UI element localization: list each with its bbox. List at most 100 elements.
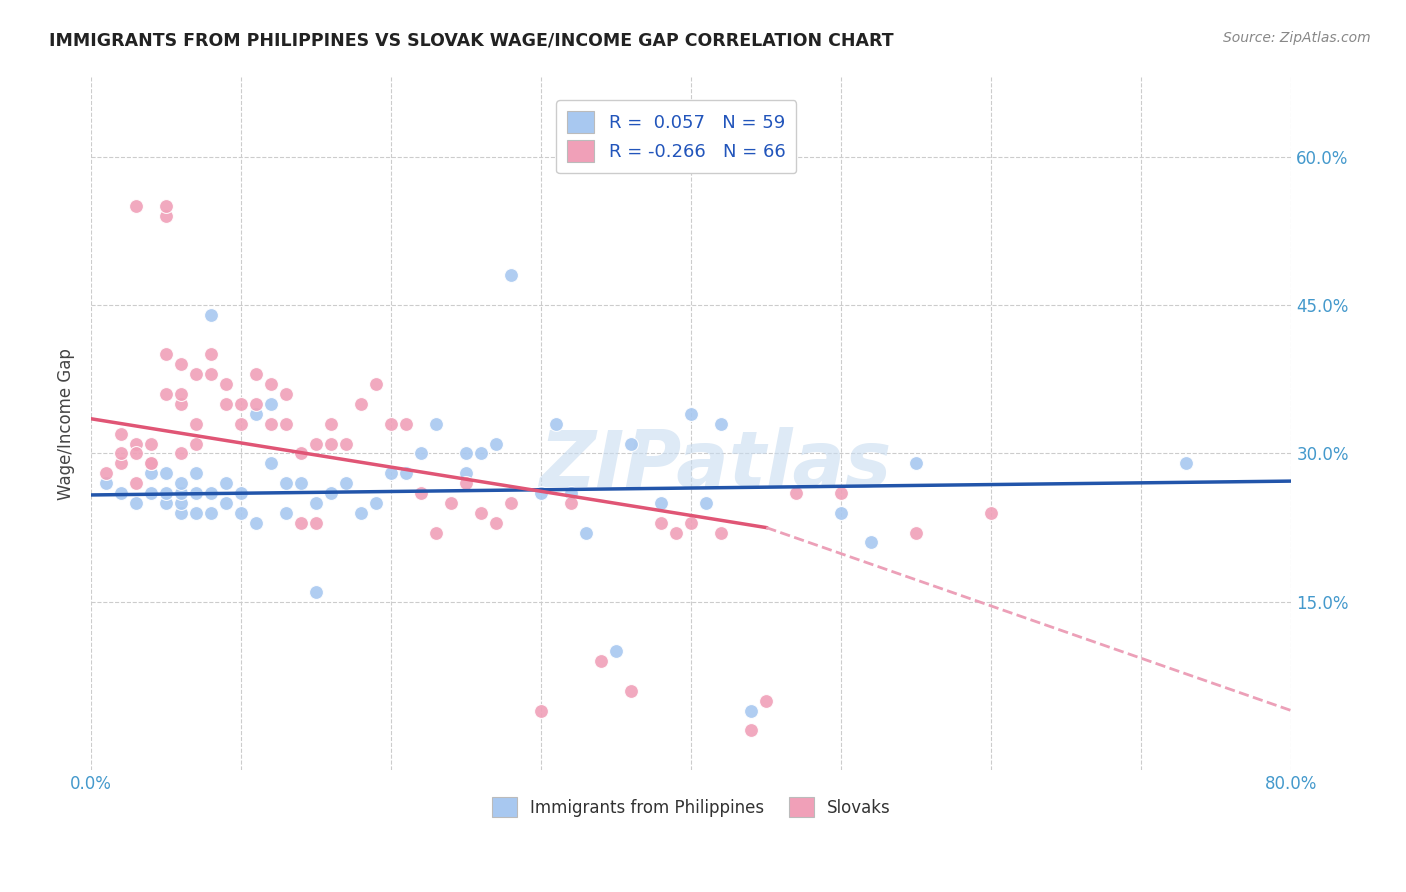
Point [245,397,267,411]
Point [485,516,508,530]
Point [231,486,253,500]
Point [710,417,733,431]
Point [170,357,193,371]
Point [200,486,222,500]
Point [321,417,343,431]
Point [380,417,402,431]
Point [141,456,163,470]
Point [411,446,433,460]
Point [170,506,193,520]
Point [276,476,298,491]
Point [1175,456,1198,470]
Point [485,436,508,450]
Point [186,506,208,520]
Point [231,397,253,411]
Point [245,368,267,382]
Point [215,496,238,510]
Point [200,308,222,322]
Point [200,368,222,382]
Point [305,496,328,510]
Point [366,377,388,392]
Point [530,704,553,718]
Point [501,496,523,510]
Point [155,387,177,401]
Point [470,446,492,460]
Point [96,466,118,480]
Point [575,525,598,540]
Point [350,506,373,520]
Text: Source: ZipAtlas.com: Source: ZipAtlas.com [1223,31,1371,45]
Point [186,466,208,480]
Point [125,496,148,510]
Point [170,496,193,510]
Point [830,506,852,520]
Point [395,417,418,431]
Point [155,496,177,510]
Point [276,506,298,520]
Point [501,268,523,283]
Point [141,466,163,480]
Point [125,199,148,213]
Point [755,694,778,708]
Point [380,466,402,480]
Point [695,496,717,510]
Y-axis label: Wage/Income Gap: Wage/Income Gap [58,348,75,500]
Point [170,476,193,491]
Point [215,377,238,392]
Point [260,377,283,392]
Point [110,486,132,500]
Point [710,525,733,540]
Point [141,456,163,470]
Text: ZIPatlas: ZIPatlas [538,427,891,503]
Point [155,466,177,480]
Point [96,476,118,491]
Point [560,496,582,510]
Point [200,506,222,520]
Point [650,496,672,510]
Point [141,436,163,450]
Point [425,417,447,431]
Point [456,466,478,480]
Point [110,426,132,441]
Point [785,486,807,500]
Point [321,486,343,500]
Point [335,436,357,450]
Point [186,436,208,450]
Point [215,397,238,411]
Point [456,476,478,491]
Point [305,516,328,530]
Point [290,476,312,491]
Point [290,516,312,530]
Point [155,199,177,213]
Point [980,506,1002,520]
Point [110,446,132,460]
Point [740,723,762,738]
Point [425,525,447,540]
Point [260,456,283,470]
Point [260,417,283,431]
Point [605,644,627,658]
Point [125,476,148,491]
Point [125,436,148,450]
Point [186,368,208,382]
Point [681,407,703,421]
Legend: Immigrants from Philippines, Slovaks: Immigrants from Philippines, Slovaks [485,790,898,824]
Text: IMMIGRANTS FROM PHILIPPINES VS SLOVAK WAGE/INCOME GAP CORRELATION CHART: IMMIGRANTS FROM PHILIPPINES VS SLOVAK WA… [49,31,894,49]
Point [440,496,463,510]
Point [860,535,883,549]
Point [470,506,492,520]
Point [245,516,267,530]
Point [620,683,643,698]
Point [125,446,148,460]
Point [170,486,193,500]
Point [170,397,193,411]
Point [335,476,357,491]
Point [620,436,643,450]
Point [395,466,418,480]
Point [260,397,283,411]
Point [231,506,253,520]
Point [155,347,177,361]
Point [231,417,253,431]
Point [560,486,582,500]
Point [350,397,373,411]
